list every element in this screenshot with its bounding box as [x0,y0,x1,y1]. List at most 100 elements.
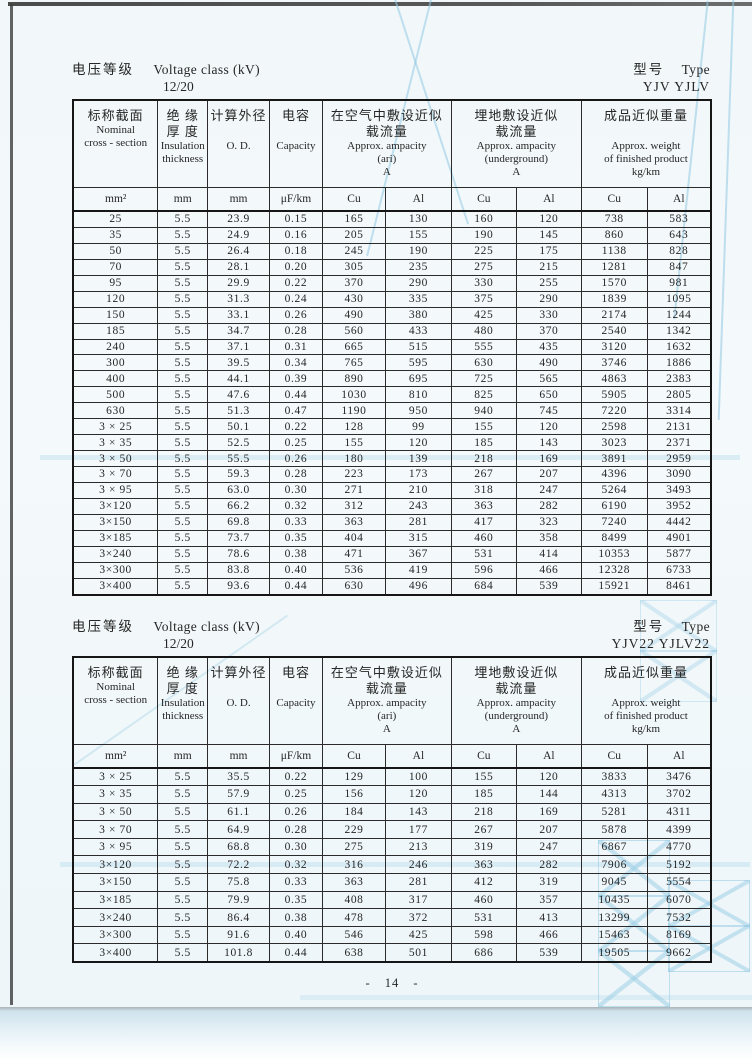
cell: 330 [450,274,517,292]
header-en: Nominal [96,124,135,136]
cell: 5.5 [157,785,209,804]
cell: 120 [72,290,159,308]
cell: 480 [450,322,517,340]
type-value: YJV22 YJLV22 [611,635,710,651]
unit-cell: Cu [321,187,387,212]
cell: 828 [646,242,712,260]
header-en: O. D. [226,140,251,152]
cell: 0.16 [268,226,323,244]
cell: 3 × 35 [72,434,159,452]
cell: 63.0 [207,481,270,499]
table-row: 3 × 70 5.5 64.9 0.28 229 177 267 207 5878 4399 [72,820,712,839]
header-en: (underground) [484,153,549,165]
unit-cell: Al [646,187,712,212]
unit-cell: Cu [580,187,648,212]
cell: 143 [385,802,452,822]
header-zh: 电容 [281,108,310,123]
cell: 64.9 [207,820,270,839]
cell: 531 [450,545,517,563]
cell: 460 [450,529,517,547]
unit-cell: mm [157,743,209,769]
cell: 35 [72,226,159,244]
cell: 26.4 [207,242,270,260]
cell: 5.5 [157,386,209,404]
cell: 5.5 [157,402,209,420]
cell: 128 [321,418,387,436]
cell: 330 [515,306,582,324]
cell: 155 [321,434,387,452]
cell: 2174 [580,306,648,324]
cell: 3 × 95 [72,837,159,857]
cell: 890 [321,370,387,388]
cell: 3×185 [72,529,159,547]
cell: 466 [515,925,582,945]
cell: 3×185 [72,890,159,910]
watermark-line [717,0,735,420]
voltage-class-block: 电压等级 Voltage class (kV) 12/20 [72,619,260,652]
cell: 185 [450,434,517,452]
header-zh: 计算外径 [210,664,267,680]
header-zh: 计算外径 [210,108,267,123]
cell: 515 [385,338,452,356]
col-header-ampacity-underground: 埋地敷设近似 载流量 Approx. ampacity (underground… [450,656,582,745]
cell: 0.25 [268,785,323,804]
cell: 70 [72,258,159,276]
col-header-od: 计算外径 O. D. [207,656,270,745]
cell: 6867 [580,837,648,857]
cell: 0.24 [268,290,323,308]
cell: 47.6 [207,386,270,404]
cell: 380 [385,306,452,324]
cell: 25 [72,210,159,228]
header-zh: 在空气中敷设近似 [330,664,443,680]
col-header-cross-section: 标称截面 Nominal cross - section [72,99,159,188]
header-en: A [382,722,391,735]
cell: 317 [385,890,452,910]
cell: 72.2 [207,855,270,875]
col-header-cross-section: 标称截面 Nominal cross - section [72,656,159,745]
type-label-en: Type [681,62,710,77]
cell: 0.26 [268,802,323,822]
watermark-band [300,995,752,1000]
cell: 95 [72,274,159,292]
cell: 169 [515,802,582,822]
header-en: thickness [162,709,204,722]
cell: 0.39 [268,370,323,388]
cell: 210 [385,481,452,499]
type-label-zh: 型号 [633,618,665,634]
cell: 460 [450,890,517,910]
cell: 335 [385,290,452,308]
cell: 99 [385,418,452,436]
cell: 357 [515,890,582,910]
cell: 155 [450,418,517,436]
header-en: kg/km [631,166,661,178]
table-row: 3 × 95 5.5 68.8 0.30 275 213 319 247 6867 4770 [72,837,712,857]
cell: 66.2 [207,497,270,515]
cell: 3746 [580,354,648,372]
cell: 282 [515,855,582,875]
cell: 981 [646,274,712,292]
cell: 120 [515,418,582,436]
table-row: 3×300 5.5 83.8 0.40 536 419 596 466 12328 6733 [72,561,712,579]
cell: 100 [385,766,452,787]
cell: 185 [450,785,517,804]
page-edge-shadow-left [10,4,13,1005]
header-en: cross - section [84,137,148,149]
header-en: Approx. ampacity [347,140,427,152]
type-label-en: Type [681,618,710,634]
cell: 0.44 [268,577,323,596]
cell: 0.44 [268,386,323,404]
cell: 4396 [580,466,648,483]
cell: 425 [450,306,517,324]
cell: 0.35 [268,890,323,910]
cell: 738 [580,210,648,228]
header-zh: 成品近似重量 [603,108,688,123]
cell: 860 [580,226,648,244]
cell: 686 [450,943,517,963]
cell: 1095 [646,290,712,308]
cell: 175 [515,242,582,260]
cell: 3 × 25 [72,418,159,436]
cell: 7906 [580,855,648,875]
cell: 6070 [646,890,712,910]
cell: 5.5 [157,242,209,260]
cell: 180 [321,450,387,467]
